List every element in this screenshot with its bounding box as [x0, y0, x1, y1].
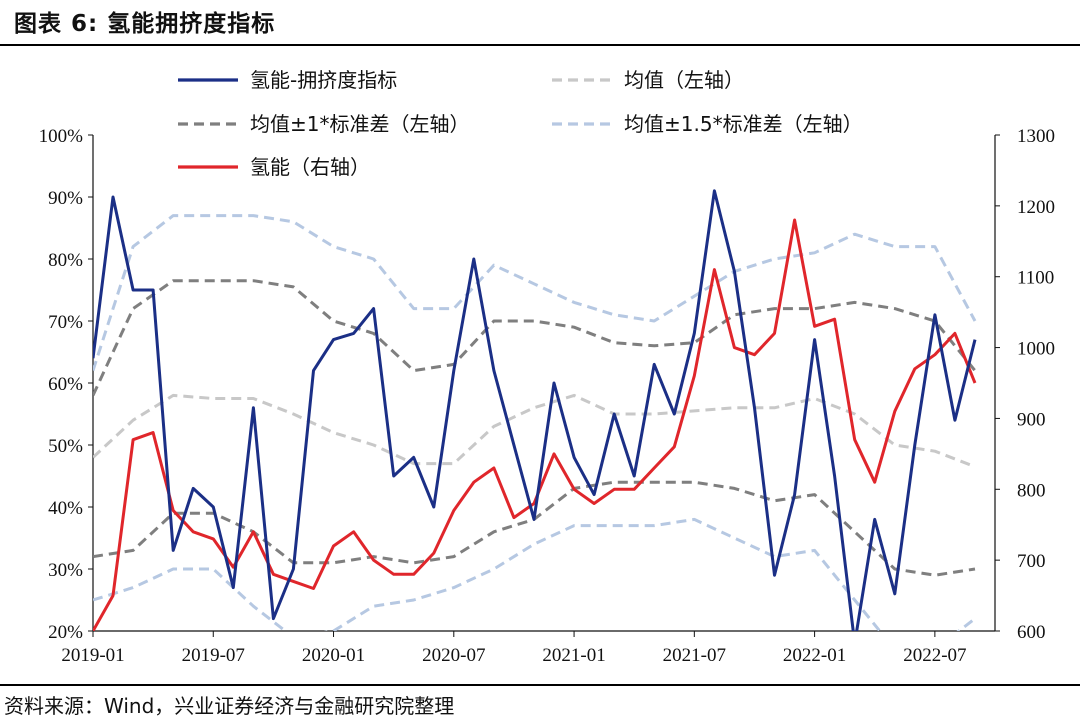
source-rule	[0, 684, 1080, 686]
source-note: 资料来源：Wind，兴业证券经济与金融研究院整理	[4, 694, 455, 718]
right-tick-label: 600	[1017, 622, 1046, 643]
x-tick-label: 2022-07	[903, 645, 966, 666]
left-tick-label: 70%	[48, 312, 83, 333]
hydrogen-crowding-chart: 20% 30% 40% 50% 60% 70% 80% 90% 100% 600 700 800 900…	[39, 68, 1055, 666]
series-line-mean-1sd	[93, 279, 977, 397]
x-tick-label: 2019-01	[61, 645, 124, 666]
series-line-mean-1-5sd-lower	[93, 517, 976, 631]
left-tick-label: 50%	[48, 436, 83, 457]
series-line-crowding-index	[93, 189, 977, 631]
x-tick-label: 2022-01	[783, 645, 846, 666]
axis-layer: 20% 30% 40% 50% 60% 70% 80% 90% 100% 600 700 800 900…	[39, 126, 1055, 666]
legend-item-mean: 均值（左轴）	[552, 68, 744, 92]
right-tick-label: 1000	[1017, 339, 1055, 360]
left-tick-label: 20%	[48, 622, 83, 643]
right-tick-label: 800	[1017, 480, 1046, 501]
right-tick-label: 1300	[1017, 126, 1055, 147]
left-tick-label: 40%	[48, 498, 83, 519]
legend-label: 均值±1*标准差（左轴）	[250, 112, 469, 136]
left-tick-label: 90%	[48, 188, 83, 209]
x-tick-label: 2019-07	[182, 645, 245, 666]
left-tick-label: 30%	[48, 560, 83, 581]
legend-item-mean-1sd: 均值±1*标准差（左轴）	[178, 112, 469, 136]
left-tick-label: 60%	[48, 374, 83, 395]
x-tick-label: 2021-01	[542, 645, 605, 666]
right-tick-label: 1200	[1017, 197, 1055, 218]
legend: 氢能-拥挤度指标 均值（左轴） 均值±1*标准差（左轴） 均值±1.5*标准差（左轴）…	[178, 68, 863, 179]
series-line-mean-1-5sd	[93, 214, 977, 372]
right-tick-label: 1100	[1017, 268, 1054, 289]
plot-area	[92, 135, 996, 632]
x-tick-label: 2020-07	[422, 645, 485, 666]
left-tick-label: 100%	[39, 126, 84, 147]
x-tick-label: 2021-07	[663, 645, 726, 666]
legend-label: 均值（左轴）	[624, 68, 744, 92]
title-rule	[0, 44, 1080, 46]
series-line-mean	[93, 393, 976, 469]
right-tick-label: 900	[1017, 409, 1046, 430]
legend-item-hydrogen-price: 氢能（右轴）	[178, 155, 370, 179]
legend-label: 氢能-拥挤度指标	[250, 68, 397, 92]
figure-title: 图表 6: 氢能拥挤度指标	[14, 11, 276, 37]
legend-item-mean-1-5sd: 均值±1.5*标准差（左轴）	[552, 112, 863, 136]
legend-label: 均值±1.5*标准差（左轴）	[624, 112, 863, 136]
series-line-hydrogen-price	[93, 218, 977, 631]
legend-item-crowding-index: 氢能-拥挤度指标	[178, 68, 397, 92]
right-tick-label: 700	[1017, 551, 1046, 572]
series-layer	[93, 189, 977, 631]
legend-label: 氢能（右轴）	[250, 155, 370, 179]
x-tick-label: 2020-01	[302, 645, 365, 666]
left-tick-label: 80%	[48, 250, 83, 271]
